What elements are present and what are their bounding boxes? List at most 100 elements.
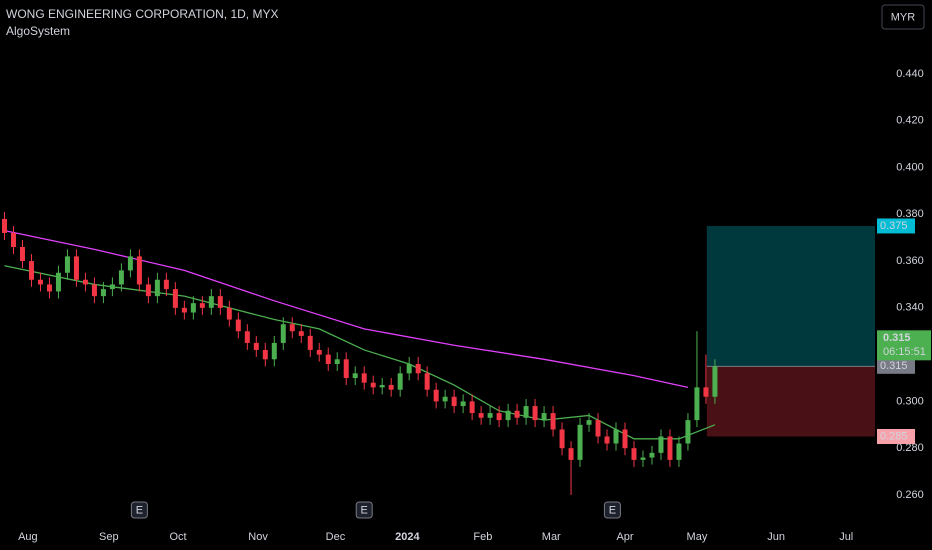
x-tick-label: Sep bbox=[99, 531, 119, 543]
y-tick-label: 0.280 bbox=[896, 442, 924, 454]
candle-body bbox=[667, 436, 673, 460]
last-price-bg bbox=[877, 330, 931, 361]
chart-title: WONG ENGINEERING CORPORATION, 1D, MYX bbox=[6, 7, 278, 21]
candle-body bbox=[253, 342, 259, 350]
y-tick-label: 0.360 bbox=[896, 255, 924, 267]
candle-body bbox=[559, 429, 565, 449]
candle-body bbox=[226, 307, 232, 320]
y-tick-label: 0.340 bbox=[896, 302, 924, 314]
countdown: 06:15:51 bbox=[883, 346, 926, 358]
candle-body bbox=[154, 279, 160, 297]
candle-body bbox=[244, 331, 250, 343]
candle-body bbox=[424, 373, 430, 390]
candle-body bbox=[1, 218, 7, 233]
candle-body bbox=[478, 413, 484, 418]
candle-body bbox=[19, 247, 25, 262]
candle-body bbox=[676, 443, 682, 460]
last-price: 0.315 bbox=[883, 332, 911, 344]
candle-body bbox=[127, 256, 133, 271]
candle-body bbox=[451, 396, 457, 407]
candle-body bbox=[433, 389, 439, 402]
candle-body bbox=[361, 373, 367, 383]
candle-body bbox=[46, 284, 52, 292]
entry-tag-bg bbox=[877, 358, 915, 374]
x-tick-label: Jun bbox=[767, 531, 785, 543]
candle-body bbox=[703, 387, 709, 397]
x-tick-label: Oct bbox=[169, 531, 186, 543]
candle-body bbox=[550, 413, 556, 430]
x-tick-label: Apr bbox=[616, 531, 633, 543]
candle-body bbox=[406, 363, 412, 374]
candle-body bbox=[28, 261, 34, 280]
target-tag: 0.375 bbox=[880, 220, 908, 232]
currency-label[interactable]: MYR bbox=[891, 11, 916, 23]
x-tick-label: Feb bbox=[473, 531, 492, 543]
indicator-name: AlgoSystem bbox=[6, 24, 70, 38]
candle-body bbox=[73, 256, 79, 280]
earnings-label: E bbox=[361, 504, 368, 516]
candle-body bbox=[622, 429, 628, 449]
candle-body bbox=[658, 436, 664, 453]
candle-body bbox=[271, 342, 277, 360]
candle-body bbox=[568, 448, 574, 460]
candle-body bbox=[352, 373, 358, 379]
candle-body bbox=[469, 401, 475, 414]
candle-body bbox=[397, 373, 403, 390]
earnings-marker bbox=[355, 501, 373, 519]
candle-body bbox=[649, 452, 655, 458]
y-tick-label: 0.400 bbox=[896, 161, 924, 173]
candle-body bbox=[523, 406, 529, 418]
candle-body bbox=[82, 279, 88, 285]
candle-body bbox=[505, 410, 511, 421]
candle-body bbox=[415, 363, 421, 374]
candle-body bbox=[217, 296, 223, 308]
candle-body bbox=[145, 284, 151, 297]
candle-body bbox=[595, 420, 601, 437]
earnings-marker bbox=[603, 501, 621, 519]
y-tick-label: 0.440 bbox=[896, 68, 924, 80]
candle-body bbox=[442, 396, 448, 402]
candle-body bbox=[235, 319, 241, 332]
plot bbox=[1, 211, 875, 495]
candle-body bbox=[199, 303, 205, 308]
candle-body bbox=[91, 284, 97, 297]
y-tick-label: 0.420 bbox=[896, 115, 924, 127]
candle-body bbox=[64, 256, 70, 273]
earnings-label: E bbox=[609, 504, 616, 516]
earnings-marker bbox=[130, 501, 148, 519]
candle-body bbox=[316, 349, 322, 355]
candle-body bbox=[37, 279, 43, 285]
candle-body bbox=[487, 413, 493, 418]
moving-average bbox=[4, 230, 689, 389]
entry-tag: 0.315 bbox=[880, 360, 908, 372]
x-tick-label: Mar bbox=[542, 531, 561, 543]
target-zone bbox=[706, 225, 875, 367]
candle-body bbox=[496, 413, 502, 421]
candle-body bbox=[325, 354, 331, 364]
stop-zone bbox=[706, 366, 875, 437]
x-tick-label: May bbox=[687, 531, 708, 543]
target-tag-bg bbox=[877, 218, 915, 234]
candle-body bbox=[613, 429, 619, 444]
candle-body bbox=[55, 272, 61, 292]
candle-body bbox=[343, 359, 349, 379]
stop-tag-bg bbox=[877, 428, 915, 444]
candle-body bbox=[514, 410, 520, 418]
candle-body bbox=[577, 424, 583, 460]
candle-body bbox=[334, 359, 340, 364]
candle-body bbox=[388, 385, 394, 390]
stop-tag: 0.285 bbox=[880, 430, 908, 442]
candle-body bbox=[280, 324, 286, 343]
candle-body bbox=[298, 331, 304, 336]
candle-body bbox=[118, 270, 124, 285]
currency-button[interactable] bbox=[881, 4, 925, 30]
candle-body bbox=[379, 385, 385, 388]
candle-body bbox=[685, 420, 691, 444]
candle-body bbox=[460, 401, 466, 407]
candle-body bbox=[262, 349, 268, 360]
x-tick-label: Dec bbox=[326, 531, 346, 543]
candle-body bbox=[10, 232, 16, 248]
